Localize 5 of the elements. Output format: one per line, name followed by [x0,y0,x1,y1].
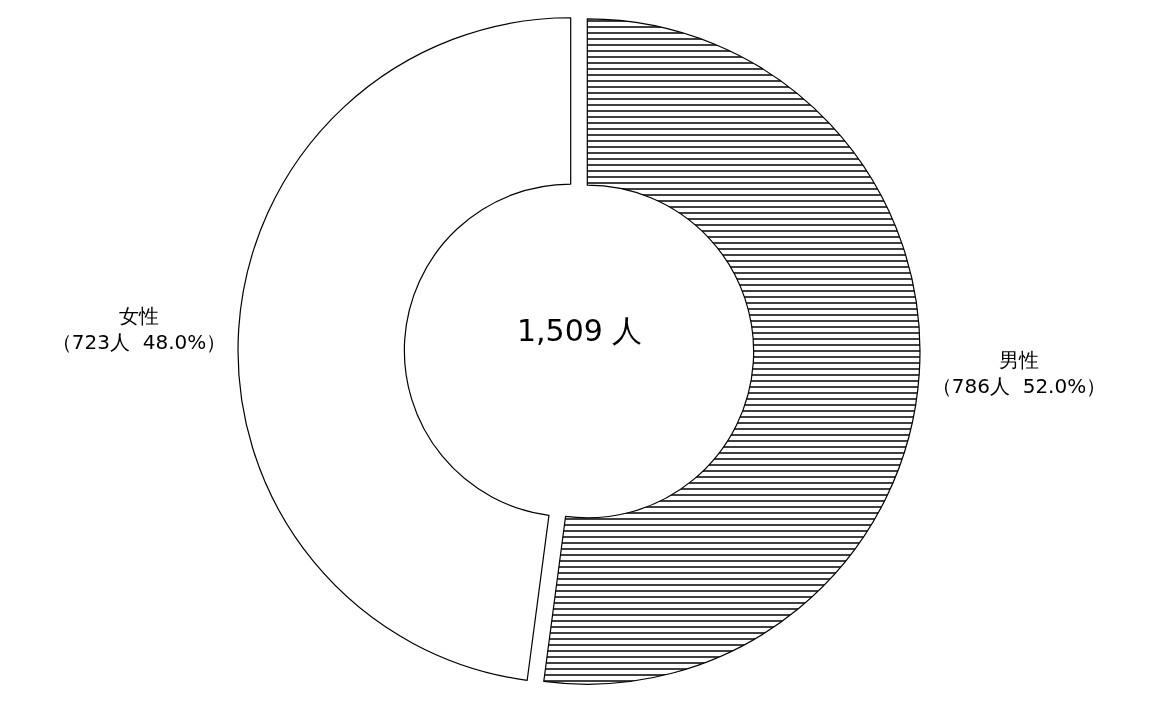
text: 1,509 人 [517,313,643,348]
data-label: （786人 52.0%） [931,374,1107,399]
slice-label: 女性 [119,303,160,328]
slice-label: 男性 [998,348,1039,373]
data-label: （723人 48.0%） [51,329,227,354]
